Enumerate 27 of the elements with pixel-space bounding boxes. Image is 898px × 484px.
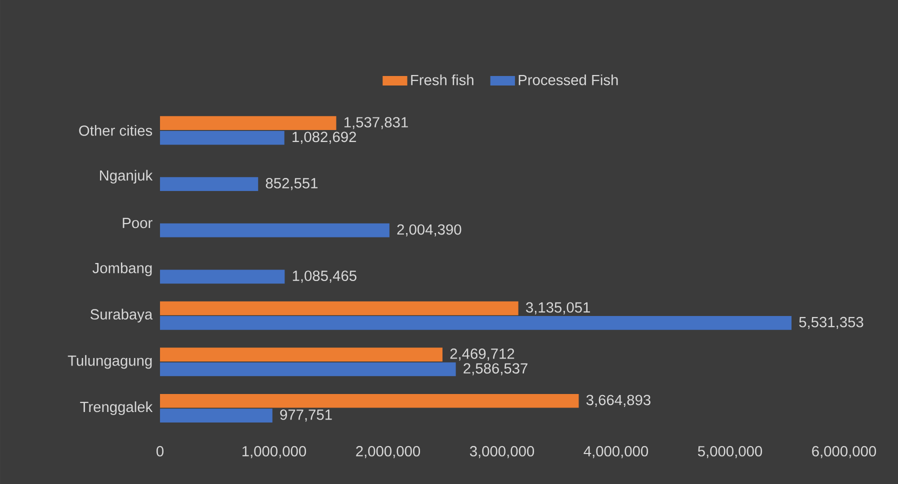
x-tick-label: 1,000,000 — [242, 446, 306, 458]
data-label: 2,469,712 — [450, 348, 514, 361]
data-label: 3,664,893 — [586, 394, 650, 407]
data-label: 2,004,390 — [397, 224, 462, 236]
y-tick-label: Nganjuk — [100, 170, 153, 184]
x-tick-label: 6,000,000 — [812, 446, 876, 458]
data-label: 1,082,692 — [292, 132, 356, 144]
data-label: 2,586,537 — [464, 363, 528, 376]
y-tick-label: Poor — [122, 218, 152, 228]
x-tick-label: 0 — [156, 446, 164, 456]
x-tick-label: 5,000,000 — [698, 446, 762, 458]
x-tick-label: 3,000,000 — [470, 446, 534, 458]
data-label: 1,537,831 — [344, 117, 408, 130]
legend-label: Processed Fish — [518, 74, 618, 86]
data-label: 1,085,465 — [292, 270, 356, 283]
x-tick-label: 2,000,000 — [356, 446, 420, 458]
y-tick-label: Trenggalek — [80, 401, 153, 416]
data-label: 852,551 — [266, 178, 318, 190]
data-label: 5,531,353 — [799, 316, 864, 330]
y-tick-label: Surabaya — [90, 308, 153, 322]
y-tick-label: Tulungagung — [68, 355, 152, 369]
x-tick-label: 4,000,000 — [584, 446, 648, 458]
legend-label: Fresh fish — [411, 74, 474, 86]
y-tick-label: Other cities — [79, 125, 152, 136]
data-label: 977,751 — [280, 410, 332, 422]
data-label: 3,135,051 — [526, 302, 590, 314]
y-tick-label: Jombang — [92, 262, 152, 276]
